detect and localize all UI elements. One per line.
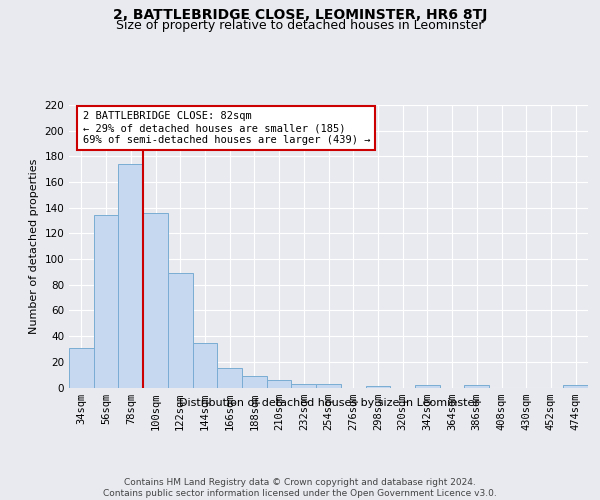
Bar <box>69 348 94 388</box>
Bar <box>267 380 292 388</box>
Bar <box>168 273 193 388</box>
Text: 2, BATTLEBRIDGE CLOSE, LEOMINSTER, HR6 8TJ: 2, BATTLEBRIDGE CLOSE, LEOMINSTER, HR6 8… <box>113 8 487 22</box>
Bar <box>94 216 118 388</box>
Bar <box>193 342 217 388</box>
Bar <box>242 376 267 388</box>
Bar <box>464 385 489 388</box>
Bar <box>563 385 588 388</box>
Bar <box>316 384 341 388</box>
Bar <box>118 164 143 388</box>
Bar <box>143 213 168 388</box>
Bar <box>415 385 440 388</box>
Text: Contains HM Land Registry data © Crown copyright and database right 2024.
Contai: Contains HM Land Registry data © Crown c… <box>103 478 497 498</box>
Text: 2 BATTLEBRIDGE CLOSE: 82sqm
← 29% of detached houses are smaller (185)
69% of se: 2 BATTLEBRIDGE CLOSE: 82sqm ← 29% of det… <box>83 112 370 144</box>
Text: Size of property relative to detached houses in Leominster: Size of property relative to detached ho… <box>116 18 484 32</box>
Bar <box>292 384 316 388</box>
Y-axis label: Number of detached properties: Number of detached properties <box>29 158 39 334</box>
Bar <box>365 386 390 388</box>
Text: Distribution of detached houses by size in Leominster: Distribution of detached houses by size … <box>179 398 479 407</box>
Bar <box>217 368 242 388</box>
